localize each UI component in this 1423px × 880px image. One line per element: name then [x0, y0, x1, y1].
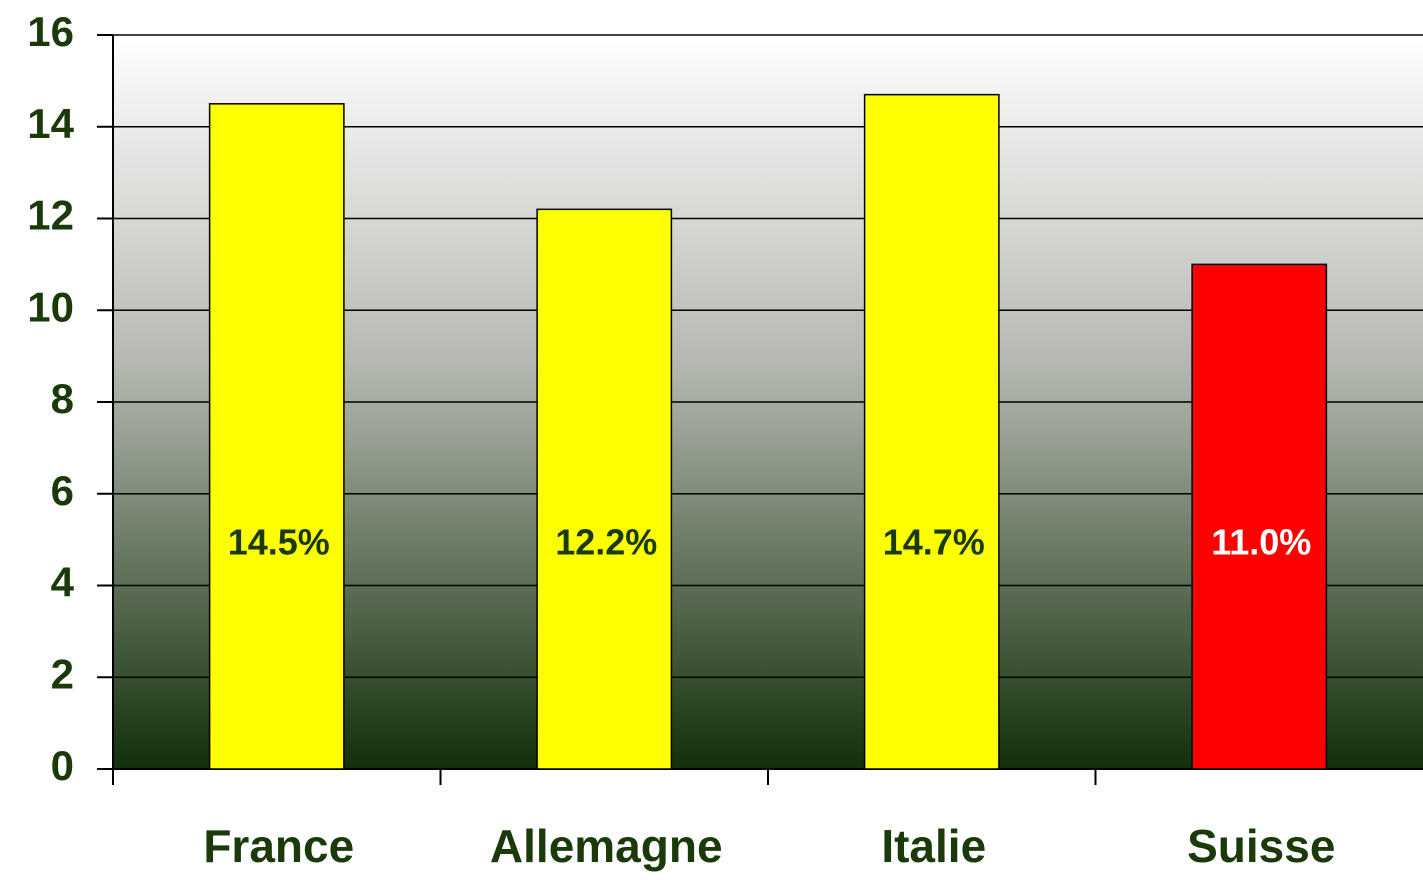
bar — [863, 93, 1000, 770]
value-label: 11.0% — [1211, 522, 1311, 563]
x-tick-label: Suisse — [1187, 820, 1335, 872]
y-tick-label: 10 — [27, 283, 74, 330]
value-label: 12.2% — [555, 522, 657, 563]
y-tick-label: 6 — [51, 467, 74, 514]
y-tick-label: 4 — [51, 559, 75, 606]
value-label: 14.5% — [228, 522, 330, 563]
value-label: 14.7% — [883, 522, 985, 563]
y-tick-label: 0 — [51, 742, 74, 789]
bar — [208, 103, 345, 770]
x-tick-label: Italie — [881, 820, 986, 872]
y-tick-label: 12 — [27, 192, 74, 239]
y-tick-label: 14 — [27, 100, 74, 147]
y-tick-label: 16 — [27, 8, 74, 55]
y-tick-label: 8 — [51, 375, 74, 422]
x-tick-label: France — [203, 820, 354, 872]
x-tick-label: Allemagne — [490, 820, 723, 872]
bar — [1191, 263, 1328, 770]
bar — [536, 208, 673, 770]
y-tick-label: 2 — [51, 650, 74, 697]
